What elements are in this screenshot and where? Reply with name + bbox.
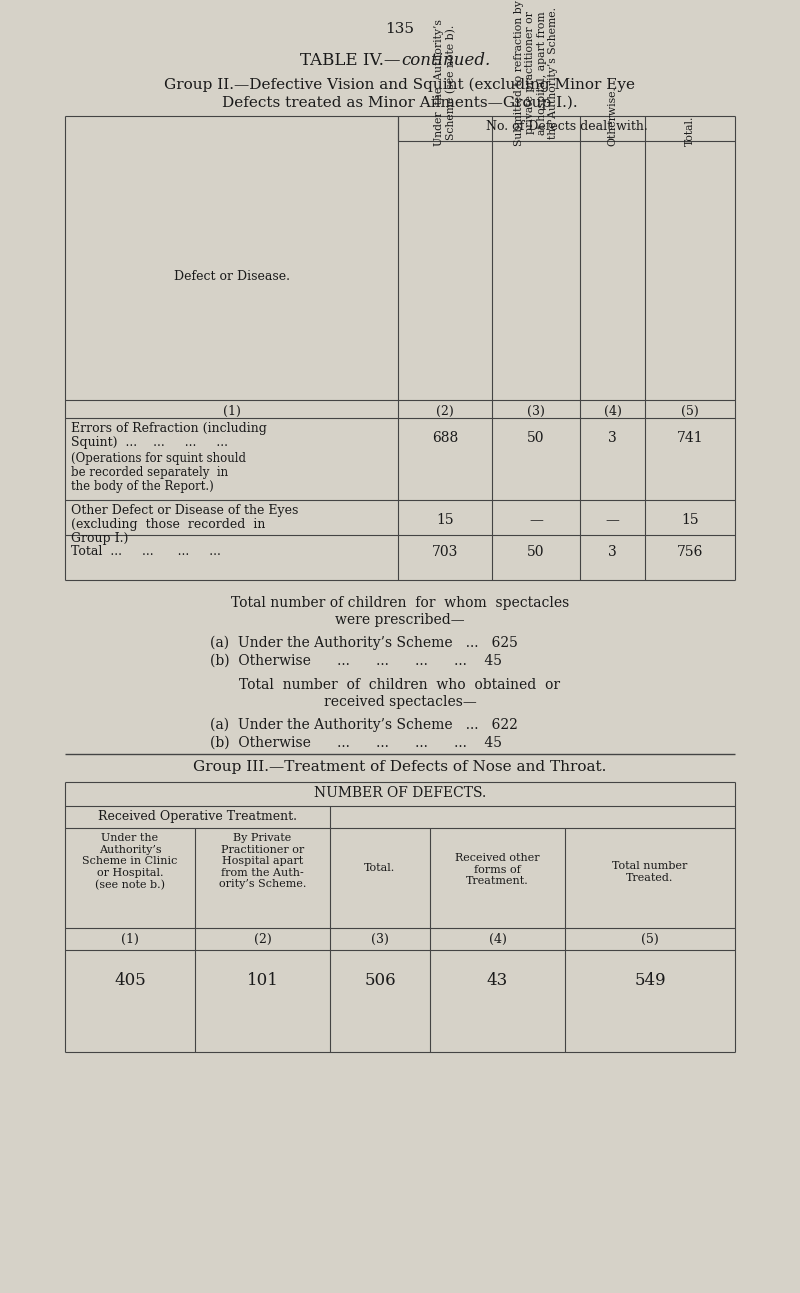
- Text: the body of the Report.): the body of the Report.): [71, 480, 214, 493]
- Text: 15: 15: [436, 513, 454, 528]
- Text: (b)  Otherwise      ...      ...      ...      ...    45: (b) Otherwise ... ... ... ... 45: [210, 736, 502, 750]
- Text: (a)  Under the Authority’s Scheme   ...   625: (a) Under the Authority’s Scheme ... 625: [210, 636, 518, 650]
- Text: (1): (1): [222, 405, 241, 418]
- Text: Submitted to refraction by
private practitioner or
at hospital, apart from
the A: Submitted to refraction by private pract…: [514, 0, 558, 146]
- Text: 688: 688: [432, 431, 458, 445]
- Text: (5): (5): [681, 405, 699, 418]
- Text: Errors of Refraction (including: Errors of Refraction (including: [71, 422, 267, 434]
- Text: 50: 50: [527, 431, 545, 445]
- Text: Group I.): Group I.): [71, 531, 128, 546]
- Text: Under  the  Authority’s
Scheme (see note b).: Under the Authority’s Scheme (see note b…: [434, 19, 456, 146]
- Text: Group III.—Treatment of Defects of Nose and Throat.: Group III.—Treatment of Defects of Nose …: [194, 760, 606, 775]
- Text: 506: 506: [364, 972, 396, 989]
- Text: Otherwise.: Otherwise.: [607, 87, 618, 146]
- Text: Total.: Total.: [685, 115, 695, 146]
- Text: (a)  Under the Authority’s Scheme   ...   622: (a) Under the Authority’s Scheme ... 622: [210, 718, 518, 732]
- Text: No. of Defects dealt with.: No. of Defects dealt with.: [486, 120, 647, 133]
- Text: 741: 741: [677, 431, 703, 445]
- Text: Received Operative Treatment.: Received Operative Treatment.: [98, 809, 297, 824]
- Text: Squint)  ...    ...     ...     ...: Squint) ... ... ... ...: [71, 436, 228, 449]
- Text: (5): (5): [641, 934, 659, 946]
- Text: 50: 50: [527, 546, 545, 559]
- Text: Defect or Disease.: Defect or Disease.: [174, 270, 290, 283]
- Text: (Operations for squint should: (Operations for squint should: [71, 453, 246, 465]
- Text: 549: 549: [634, 972, 666, 989]
- Text: (2): (2): [436, 405, 454, 418]
- Text: be recorded separately  in: be recorded separately in: [71, 465, 228, 478]
- Text: 405: 405: [114, 972, 146, 989]
- Text: Group II.—Defective Vision and Squint (excluding Minor Eye: Group II.—Defective Vision and Squint (e…: [165, 78, 635, 92]
- Text: 135: 135: [386, 22, 414, 36]
- Text: 43: 43: [487, 972, 508, 989]
- Text: —: —: [529, 513, 543, 528]
- Text: By Private
Practitioner or
Hospital apart
from the Auth-
ority’s Scheme.: By Private Practitioner or Hospital apar…: [219, 833, 306, 890]
- Text: (1): (1): [121, 934, 139, 946]
- Text: were prescribed—: were prescribed—: [335, 613, 465, 627]
- Text: received spectacles—: received spectacles—: [324, 696, 476, 709]
- Text: TABLE IV.—: TABLE IV.—: [299, 52, 400, 69]
- Text: (2): (2): [254, 934, 271, 946]
- Text: Total  number  of  children  who  obtained  or: Total number of children who obtained or: [239, 678, 561, 692]
- Text: 101: 101: [246, 972, 278, 989]
- Text: (4): (4): [603, 405, 622, 418]
- Text: NUMBER OF DEFECTS.: NUMBER OF DEFECTS.: [314, 786, 486, 800]
- Text: 703: 703: [432, 546, 458, 559]
- Text: (3): (3): [371, 934, 389, 946]
- Text: (b)  Otherwise      ...      ...      ...      ...    45: (b) Otherwise ... ... ... ... 45: [210, 654, 502, 668]
- Text: 3: 3: [608, 431, 617, 445]
- Text: 3: 3: [608, 546, 617, 559]
- Text: Total number
Treated.: Total number Treated.: [612, 861, 688, 883]
- Text: 756: 756: [677, 546, 703, 559]
- Text: Total number of children  for  whom  spectacles: Total number of children for whom specta…: [231, 596, 569, 610]
- Text: Total  ...     ...      ...     ...: Total ... ... ... ...: [71, 546, 221, 559]
- Text: Other Defect or Disease of the Eyes: Other Defect or Disease of the Eyes: [71, 504, 298, 517]
- Text: Total.: Total.: [364, 862, 396, 873]
- Text: —: —: [606, 513, 619, 528]
- Text: Defects treated as Minor Ailments—Group I.).: Defects treated as Minor Ailments—Group …: [222, 96, 578, 110]
- Text: (4): (4): [489, 934, 506, 946]
- Text: continued.: continued.: [401, 52, 490, 69]
- Text: (excluding  those  recorded  in: (excluding those recorded in: [71, 518, 266, 531]
- Text: 15: 15: [681, 513, 699, 528]
- Text: Under the
Authority’s
Scheme in Clinic
or Hospital.
(see note b.): Under the Authority’s Scheme in Clinic o…: [82, 833, 178, 890]
- Text: (3): (3): [527, 405, 545, 418]
- Text: Received other
forms of
Treatment.: Received other forms of Treatment.: [455, 853, 540, 886]
